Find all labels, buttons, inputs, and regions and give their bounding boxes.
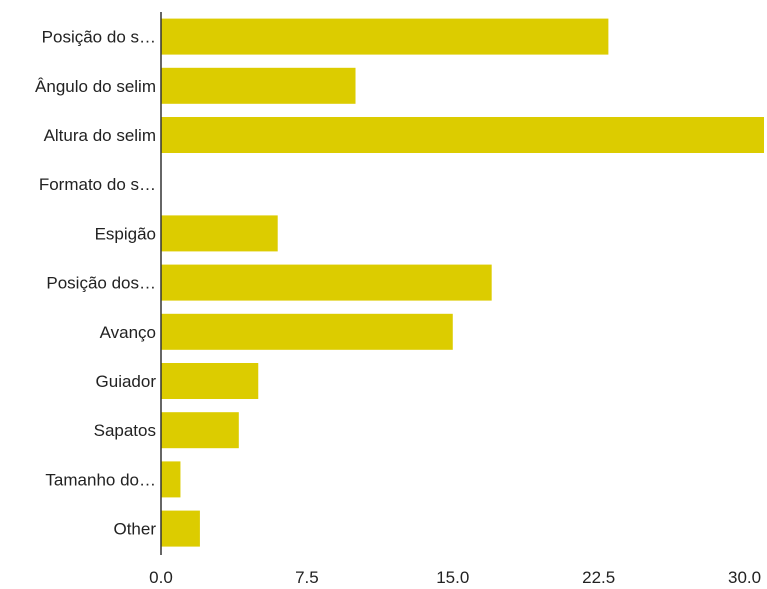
bar	[161, 363, 259, 399]
category-label: Other	[113, 520, 156, 539]
bar	[161, 313, 453, 350]
x-tick-label: 30.0	[728, 568, 761, 587]
bar	[161, 412, 239, 449]
bar	[161, 461, 181, 498]
bar	[161, 117, 764, 153]
category-label: Guiador	[96, 372, 157, 391]
category-label: Formato do s…	[39, 175, 156, 194]
category-label: Altura do selim	[44, 126, 156, 145]
bar	[161, 18, 609, 55]
category-label: Ângulo do selim	[35, 77, 156, 96]
bars-layer	[161, 18, 764, 547]
category-label: Posição do s…	[42, 28, 156, 47]
bar	[161, 264, 492, 301]
bar	[161, 215, 278, 252]
category-labels: Posição do s… Ângulo do selim Altura do se…	[35, 28, 156, 539]
category-label: Espigão	[95, 224, 156, 243]
category-label: Posição dos…	[46, 274, 156, 293]
category-label: Avanço	[100, 323, 156, 342]
x-tick-label: 7.5	[295, 568, 319, 587]
x-tick-label: 0.0	[149, 568, 173, 587]
x-axis-ticks: 0.0 7.5 15.0 22.5 30.0	[149, 568, 761, 587]
category-label: Tamanho do…	[45, 470, 156, 489]
bar	[161, 67, 356, 104]
x-tick-label: 15.0	[436, 568, 469, 587]
x-tick-label: 22.5	[582, 568, 615, 587]
category-label: Sapatos	[94, 421, 156, 440]
bar	[161, 510, 200, 547]
